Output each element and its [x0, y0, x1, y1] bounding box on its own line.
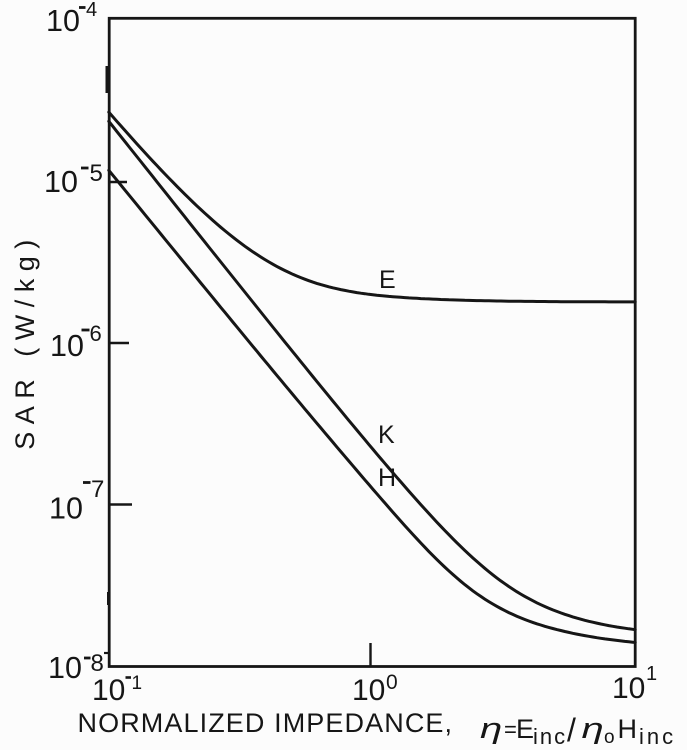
svg-text:10: 10 [92, 674, 125, 707]
svg-text:=: = [504, 717, 517, 742]
svg-text:5: 5 [90, 160, 103, 187]
svg-text:4: 4 [86, 0, 97, 21]
svg-text:1: 1 [646, 663, 657, 685]
svg-text:7: 7 [91, 476, 104, 503]
svg-text:η: η [582, 712, 604, 744]
svg-text:0: 0 [386, 671, 398, 694]
svg-text:E: E [516, 714, 534, 744]
svg-text:K: K [378, 421, 395, 449]
svg-text:10: 10 [49, 492, 83, 526]
svg-text:o: o [604, 727, 615, 748]
svg-text:10: 10 [46, 4, 80, 38]
svg-text:H: H [618, 714, 638, 744]
svg-text:1: 1 [132, 673, 143, 694]
svg-text:inc: inc [533, 724, 567, 749]
svg-text:E: E [379, 266, 396, 294]
svg-text:10: 10 [352, 674, 385, 707]
svg-text:inc: inc [639, 724, 676, 749]
svg-text:10: 10 [50, 329, 84, 363]
svg-text:SAR (W/kg): SAR (W/kg) [10, 232, 40, 450]
svg-text:8: 8 [91, 650, 104, 677]
svg-text:η: η [480, 712, 502, 744]
svg-text:/: / [567, 712, 576, 748]
svg-text:10: 10 [612, 672, 645, 705]
svg-text:NORMALIZED IMPEDANCE,: NORMALIZED IMPEDANCE, [78, 708, 454, 738]
svg-text:10: 10 [44, 165, 78, 199]
svg-text:H: H [378, 464, 396, 492]
svg-text:6: 6 [90, 321, 102, 346]
svg-text:10: 10 [48, 651, 82, 685]
